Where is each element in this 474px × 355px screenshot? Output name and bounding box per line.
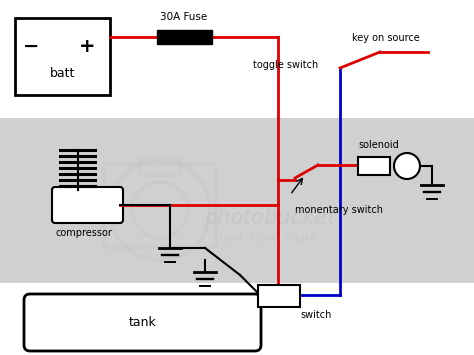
Text: 30A Fuse: 30A Fuse <box>160 12 208 22</box>
Text: photobucket: photobucket <box>204 208 336 228</box>
Bar <box>157 30 212 44</box>
Text: solenoid: solenoid <box>358 140 399 150</box>
Bar <box>258 285 300 307</box>
Text: toggle switch: toggle switch <box>253 60 318 70</box>
Text: monentary switch: monentary switch <box>295 205 383 215</box>
Text: batt: batt <box>50 67 75 80</box>
Bar <box>358 157 390 175</box>
FancyBboxPatch shape <box>24 294 261 351</box>
Text: +: + <box>79 37 95 55</box>
Text: tank: tank <box>129 317 157 329</box>
Text: host. store. share.: host. store. share. <box>219 233 320 243</box>
FancyBboxPatch shape <box>52 187 123 223</box>
Circle shape <box>394 153 420 179</box>
Text: switch: switch <box>300 310 331 320</box>
Bar <box>15 18 110 95</box>
Text: −: − <box>23 37 39 55</box>
Text: compressor: compressor <box>55 228 112 238</box>
Bar <box>0 118 474 283</box>
Text: key on source: key on source <box>352 33 420 43</box>
